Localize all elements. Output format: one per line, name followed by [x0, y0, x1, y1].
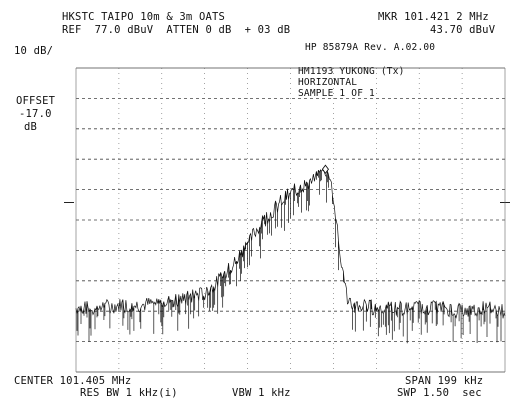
annotation-device: HM1193 YUKONG (Tx)	[298, 66, 405, 77]
spectrum-trace	[75, 169, 506, 344]
scale-label: 10 dB/	[14, 45, 54, 57]
video-bandwidth: VBW 1 kHz	[232, 387, 291, 399]
graticule-grid	[75, 67, 506, 373]
marker-level: 43.70 dBuV	[430, 24, 496, 36]
sweep-time: SWP 1.50 sec	[397, 387, 482, 399]
offset-unit: dB	[24, 121, 38, 133]
annotation-polarization: HORIZONTAL	[298, 77, 358, 88]
marker-diamond	[321, 164, 329, 174]
marker-frequency: MKR 101.421 2 MHz	[378, 11, 489, 23]
offset-label: OFFSET	[16, 95, 56, 107]
ref-level-text: REF 77.0 dBuV ATTEN 0 dB + 03 dB	[62, 24, 291, 36]
annotation-sample: SAMPLE 1 OF 1	[298, 88, 375, 99]
span-value: SPAN 199 kHz	[405, 375, 484, 387]
graticule-tick-left	[64, 202, 74, 203]
instrument-id: HP 85879A Rev. A.02.00	[305, 42, 436, 53]
marker-group	[321, 164, 329, 174]
spectrum-trace-line	[75, 169, 506, 344]
center-frequency: CENTER 101.405 MHz	[14, 375, 132, 387]
site-title: HKSTC TAIPO 10m & 3m OATS	[62, 11, 226, 23]
offset-value: -17.0	[19, 108, 52, 120]
resolution-bandwidth: RES BW 1 kHz(i)	[80, 387, 178, 399]
